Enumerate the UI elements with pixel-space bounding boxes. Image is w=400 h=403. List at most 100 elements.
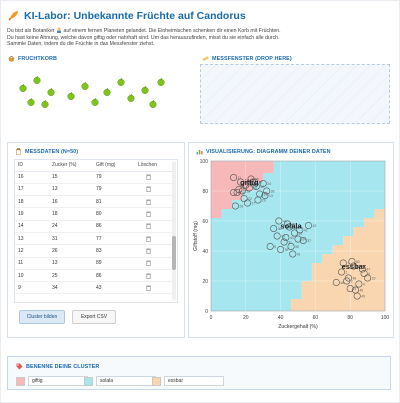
fruit-icon[interactable] — [67, 92, 75, 100]
data-point — [240, 194, 248, 202]
poison-cell: 86 — [93, 220, 135, 233]
trash-icon[interactable] — [146, 174, 151, 181]
fruit-icon[interactable] — [149, 100, 157, 108]
data-table-scroll[interactable]: ID Zucker (%) Gift (mg) Löschen 16 15 79 17… — [14, 159, 178, 303]
data-point-label: 19 — [246, 190, 250, 194]
fruit-icon[interactable] — [91, 98, 99, 106]
cluster-button[interactable]: Cluster bilden — [19, 310, 65, 324]
data-point — [231, 202, 239, 210]
fruit-icon[interactable] — [127, 94, 135, 102]
fruit-icon[interactable] — [33, 76, 41, 84]
data-point-label: 16 — [241, 191, 245, 195]
cluster-name-input[interactable]: solala — [96, 376, 156, 386]
fruit-icon[interactable] — [103, 88, 111, 96]
trash-icon[interactable] — [146, 199, 151, 205]
trash-icon[interactable] — [146, 211, 151, 218]
col-id: ID — [15, 160, 49, 172]
data-point — [275, 217, 283, 225]
fruit-icon[interactable] — [19, 84, 27, 92]
table-row: 9 34 43 — [15, 281, 173, 295]
cluster-name-input[interactable]: essbar — [164, 376, 224, 386]
data-point — [235, 185, 243, 193]
data-point — [282, 234, 290, 242]
trash-icon[interactable] — [146, 223, 151, 230]
x-tick-label: 60 — [313, 315, 319, 321]
fruit-icon[interactable] — [47, 88, 55, 96]
fruit-icon[interactable] — [27, 98, 35, 106]
basket-icon — [8, 56, 15, 62]
data-panel-label: MESSDATEN (N=50) — [15, 148, 78, 155]
export-csv-button[interactable]: Export CSV — [72, 310, 116, 324]
trash-icon[interactable] — [146, 260, 151, 267]
data-point-label: 14 — [257, 181, 261, 185]
sugar-cell: 15 — [49, 171, 93, 184]
visualization-label-text: VISUALISIERUNG: DIAGRAMM DEINER DATEN — [206, 148, 331, 155]
basket-label-text: FRUCHTKORB — [18, 55, 58, 62]
data-point-label: 4 — [363, 283, 365, 287]
delete-cell — [135, 269, 173, 283]
col-delete: Löschen — [135, 160, 173, 172]
data-point-label: 36 — [278, 227, 282, 231]
visualization-panel: VISUALISIERUNG: DIAGRAMM DEINER DATEN 0 2… — [188, 142, 394, 338]
data-point-label: 50 — [356, 260, 360, 264]
data-point — [259, 179, 267, 187]
tag-icon — [16, 363, 23, 370]
data-point-label: 18 — [243, 188, 247, 192]
data-point-label: 31 — [288, 241, 292, 245]
poison-cell: 43 — [93, 281, 135, 295]
trash-icon[interactable] — [146, 236, 151, 242]
id-cell: 18 — [15, 195, 49, 209]
fruit-icon[interactable] — [141, 86, 149, 94]
sugar-cell: 34 — [49, 281, 93, 295]
fruit-icon[interactable] — [81, 82, 89, 90]
measurement-dropzone[interactable] — [200, 64, 390, 124]
cluster-color-swatch — [16, 376, 25, 386]
delete-cell — [135, 257, 173, 270]
sugar-cell: 24 — [49, 220, 93, 233]
data-point — [299, 237, 307, 245]
data-point-label: 26 — [262, 199, 266, 203]
data-point-label: 8 — [250, 184, 252, 188]
data-point — [238, 187, 246, 195]
cluster-names-label-text: BENENNE DEINE CLUSTER — [26, 363, 100, 370]
data-point-label: 47 — [366, 268, 370, 272]
data-point-label: 22 — [248, 197, 252, 201]
chart-icon — [196, 150, 203, 155]
intro-text: Du bist als Botaniker auf einem fernen P… — [7, 27, 397, 48]
sugar-cell: 18 — [49, 207, 93, 221]
scrollbar-thumb[interactable] — [172, 236, 176, 270]
trash-icon[interactable] — [146, 248, 151, 254]
table-row: 13 31 77 — [15, 232, 173, 246]
cluster-names-panel: BENENNE DEINE CLUSTER giftig solala essb… — [7, 356, 391, 390]
cluster-color-swatch — [84, 376, 93, 386]
scatter-chart[interactable]: 0 20 40 60 80 100 0 20 40 60 80 100 Zuckergehalt (%)… — [189, 143, 393, 337]
poison-cell: 86 — [93, 269, 135, 283]
data-point-label: 13 — [269, 194, 273, 198]
region-essbar — [291, 209, 385, 311]
poison-cell: 79 — [93, 171, 135, 184]
clipboard-icon — [16, 148, 21, 155]
cluster-name-item: solala — [84, 376, 156, 386]
dropzone-label: MESSFENSTER (DROP HERE) — [202, 55, 292, 62]
table-scrollbar[interactable] — [172, 162, 176, 300]
data-point — [263, 187, 271, 195]
cluster-name-input[interactable]: giftig — [28, 376, 88, 386]
y-tick-label: 60 — [202, 219, 208, 225]
fruit-icon[interactable] — [117, 78, 125, 86]
trash-icon[interactable] — [146, 273, 151, 279]
sugar-cell: 25 — [49, 269, 93, 283]
table-row: 16 15 79 — [15, 171, 173, 184]
data-point-label: 25 — [255, 178, 259, 182]
fruit-icon[interactable] — [41, 100, 49, 108]
data-point — [270, 225, 278, 233]
delete-cell — [135, 183, 173, 197]
sugar-cell: 13 — [49, 183, 93, 197]
fruit-icon[interactable] — [157, 78, 165, 86]
data-point — [247, 175, 255, 183]
trash-icon[interactable] — [146, 285, 151, 291]
trash-icon[interactable] — [146, 186, 151, 193]
visualization-label: VISUALISIERUNG: DIAGRAMM DEINER DATEN — [196, 148, 331, 155]
data-point — [332, 279, 340, 287]
id-cell: 12 — [15, 244, 49, 258]
poison-cell: 89 — [93, 257, 135, 270]
